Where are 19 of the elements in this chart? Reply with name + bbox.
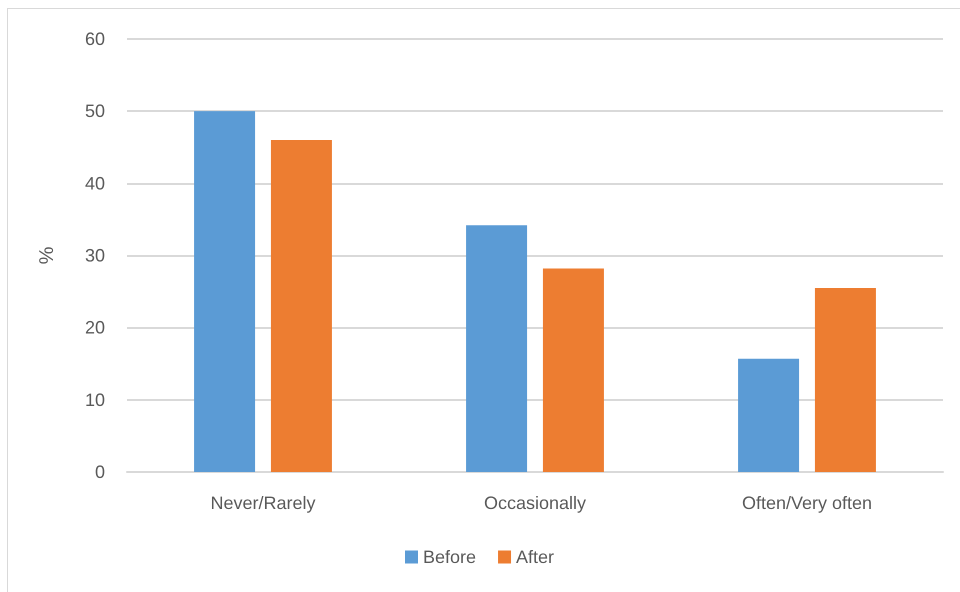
bar	[466, 225, 528, 472]
bar	[542, 268, 604, 472]
y-tick-label: 60	[84, 29, 105, 49]
bar	[738, 358, 800, 472]
x-tick-label: Never/Rarely	[210, 493, 316, 513]
y-tick-label: 0	[94, 462, 105, 482]
legend-label: Before	[423, 547, 476, 567]
bar	[270, 140, 332, 472]
x-tick-label: Occasionally	[484, 493, 586, 513]
y-tick-label: 50	[84, 101, 105, 122]
legend-label: After	[516, 547, 554, 567]
y-tick-label: 20	[84, 318, 105, 338]
y-axis-title: %	[36, 246, 58, 264]
bar	[814, 288, 876, 472]
y-tick-label: 30	[84, 246, 105, 266]
y-tick-label: 10	[84, 390, 105, 410]
bar	[194, 111, 256, 472]
y-tick-label: 40	[84, 173, 105, 194]
x-tick-label: Often/Very often	[742, 493, 872, 513]
